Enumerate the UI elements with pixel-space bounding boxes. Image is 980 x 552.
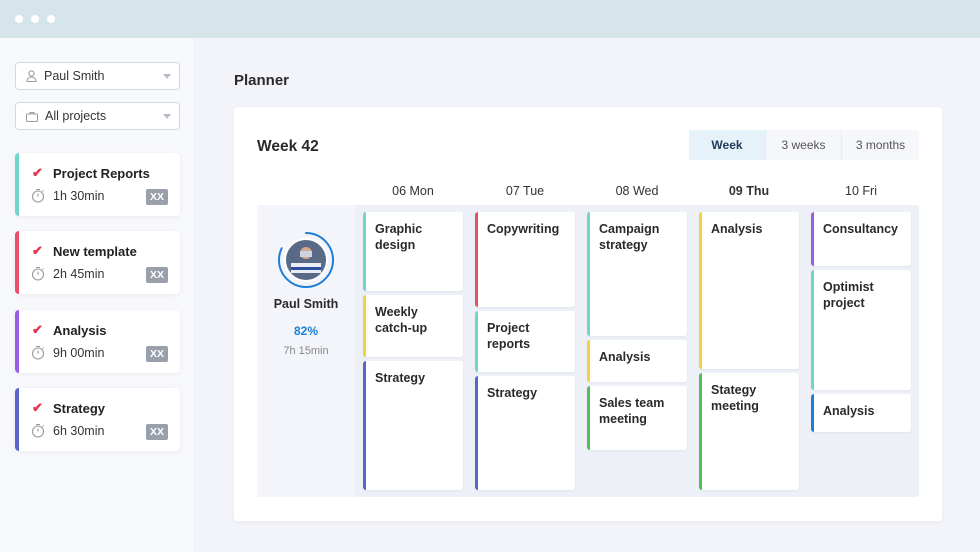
sidebar: Paul Smith All projects ✔ Project Report… (0, 38, 195, 552)
day-header: 08 Wed (615, 184, 659, 198)
window-dot[interactable] (31, 15, 39, 23)
task-card-thu[interactable]: Stategy meeting (699, 373, 799, 490)
day-header: 06 Mon (392, 184, 434, 198)
check-icon: ✔ (32, 243, 43, 258)
chevron-down-icon (163, 114, 171, 119)
window-titlebar (0, 0, 980, 38)
window-dot[interactable] (15, 15, 23, 23)
project-badge: XX (145, 267, 168, 283)
task-card-fri[interactable]: Analysis (811, 394, 911, 432)
task-card-wed[interactable]: Campaign strategy (587, 212, 687, 336)
user-select-value: Paul Smith (44, 69, 105, 83)
project-time: 2h 45min (53, 267, 105, 281)
person-name: Paul Smith (273, 297, 339, 311)
project-card[interactable]: ✔ Analysis 9h 00min XX (15, 310, 180, 373)
task-card-mon[interactable]: Graphic design (363, 212, 463, 291)
project-card[interactable]: ✔ Strategy 6h 30min XX (15, 388, 180, 451)
task-card-wed[interactable]: Analysis (587, 340, 687, 382)
person-column: Paul Smith 82% 7h 15min (257, 205, 355, 497)
stopwatch-icon (31, 188, 45, 203)
stopwatch-icon (31, 345, 45, 360)
project-time: 9h 00min (53, 346, 105, 360)
user-select[interactable]: Paul Smith (15, 62, 180, 90)
check-icon: ✔ (32, 322, 43, 337)
tab-3-weeks[interactable]: 3 weeks (766, 130, 842, 160)
tab-3-months[interactable]: 3 months (855, 138, 906, 152)
project-time: 6h 30min (53, 424, 105, 438)
project-name: Analysis (53, 323, 107, 338)
project-select-value: All projects (45, 109, 107, 123)
task-card-fri[interactable]: Consultancy (811, 212, 911, 266)
check-icon: ✔ (32, 165, 43, 180)
chevron-down-icon (163, 74, 171, 79)
page-title: Planner (234, 72, 290, 89)
person-time: 7h 15min (283, 345, 329, 357)
task-card-wed[interactable]: Sales team meeting (587, 386, 687, 450)
project-select[interactable]: All projects (15, 102, 180, 130)
view-switcher: Week 3 weeks 3 months (689, 130, 919, 160)
user-icon (26, 70, 37, 82)
person-progress: 82% (293, 324, 319, 338)
project-name: Project Reports (53, 166, 150, 181)
task-card-mon[interactable]: Strategy (363, 361, 463, 490)
day-header: 10 Fri (845, 184, 877, 198)
tab-week[interactable]: Week (689, 130, 766, 160)
project-time: 1h 30min (53, 189, 105, 203)
project-badge: XX (145, 346, 168, 362)
planner-card: Week 42 Week 3 weeks 3 months 06 Mon 07 … (234, 107, 942, 521)
task-card-tue[interactable]: Strategy (475, 376, 575, 490)
project-name: New template (53, 244, 137, 259)
task-card-fri[interactable]: Optimist project (811, 270, 911, 390)
project-badge: XX (145, 424, 168, 440)
check-icon: ✔ (32, 400, 43, 415)
project-card[interactable]: ✔ New template 2h 45min XX (15, 231, 180, 294)
stopwatch-icon (31, 266, 45, 281)
project-card[interactable]: ✔ Project Reports 1h 30min XX (15, 153, 180, 216)
schedule-grid: Paul Smith 82% 7h 15min Graphic design We… (257, 205, 919, 497)
day-header: 07 Tue (505, 184, 545, 198)
progress-ring (278, 232, 334, 288)
project-badge: XX (145, 189, 168, 205)
task-card-tue[interactable]: Project reports (475, 311, 575, 372)
briefcase-icon (26, 111, 38, 122)
task-card-mon[interactable]: Weekly catch-up (363, 295, 463, 357)
week-label: Week 42 (257, 138, 319, 155)
task-card-tue[interactable]: Copywriting (475, 212, 575, 307)
day-header-today: 09 Thu (728, 184, 770, 198)
stopwatch-icon (31, 423, 45, 438)
task-card-thu[interactable]: Analysis (699, 212, 799, 369)
window-dot[interactable] (47, 15, 55, 23)
project-name: Strategy (53, 401, 106, 416)
